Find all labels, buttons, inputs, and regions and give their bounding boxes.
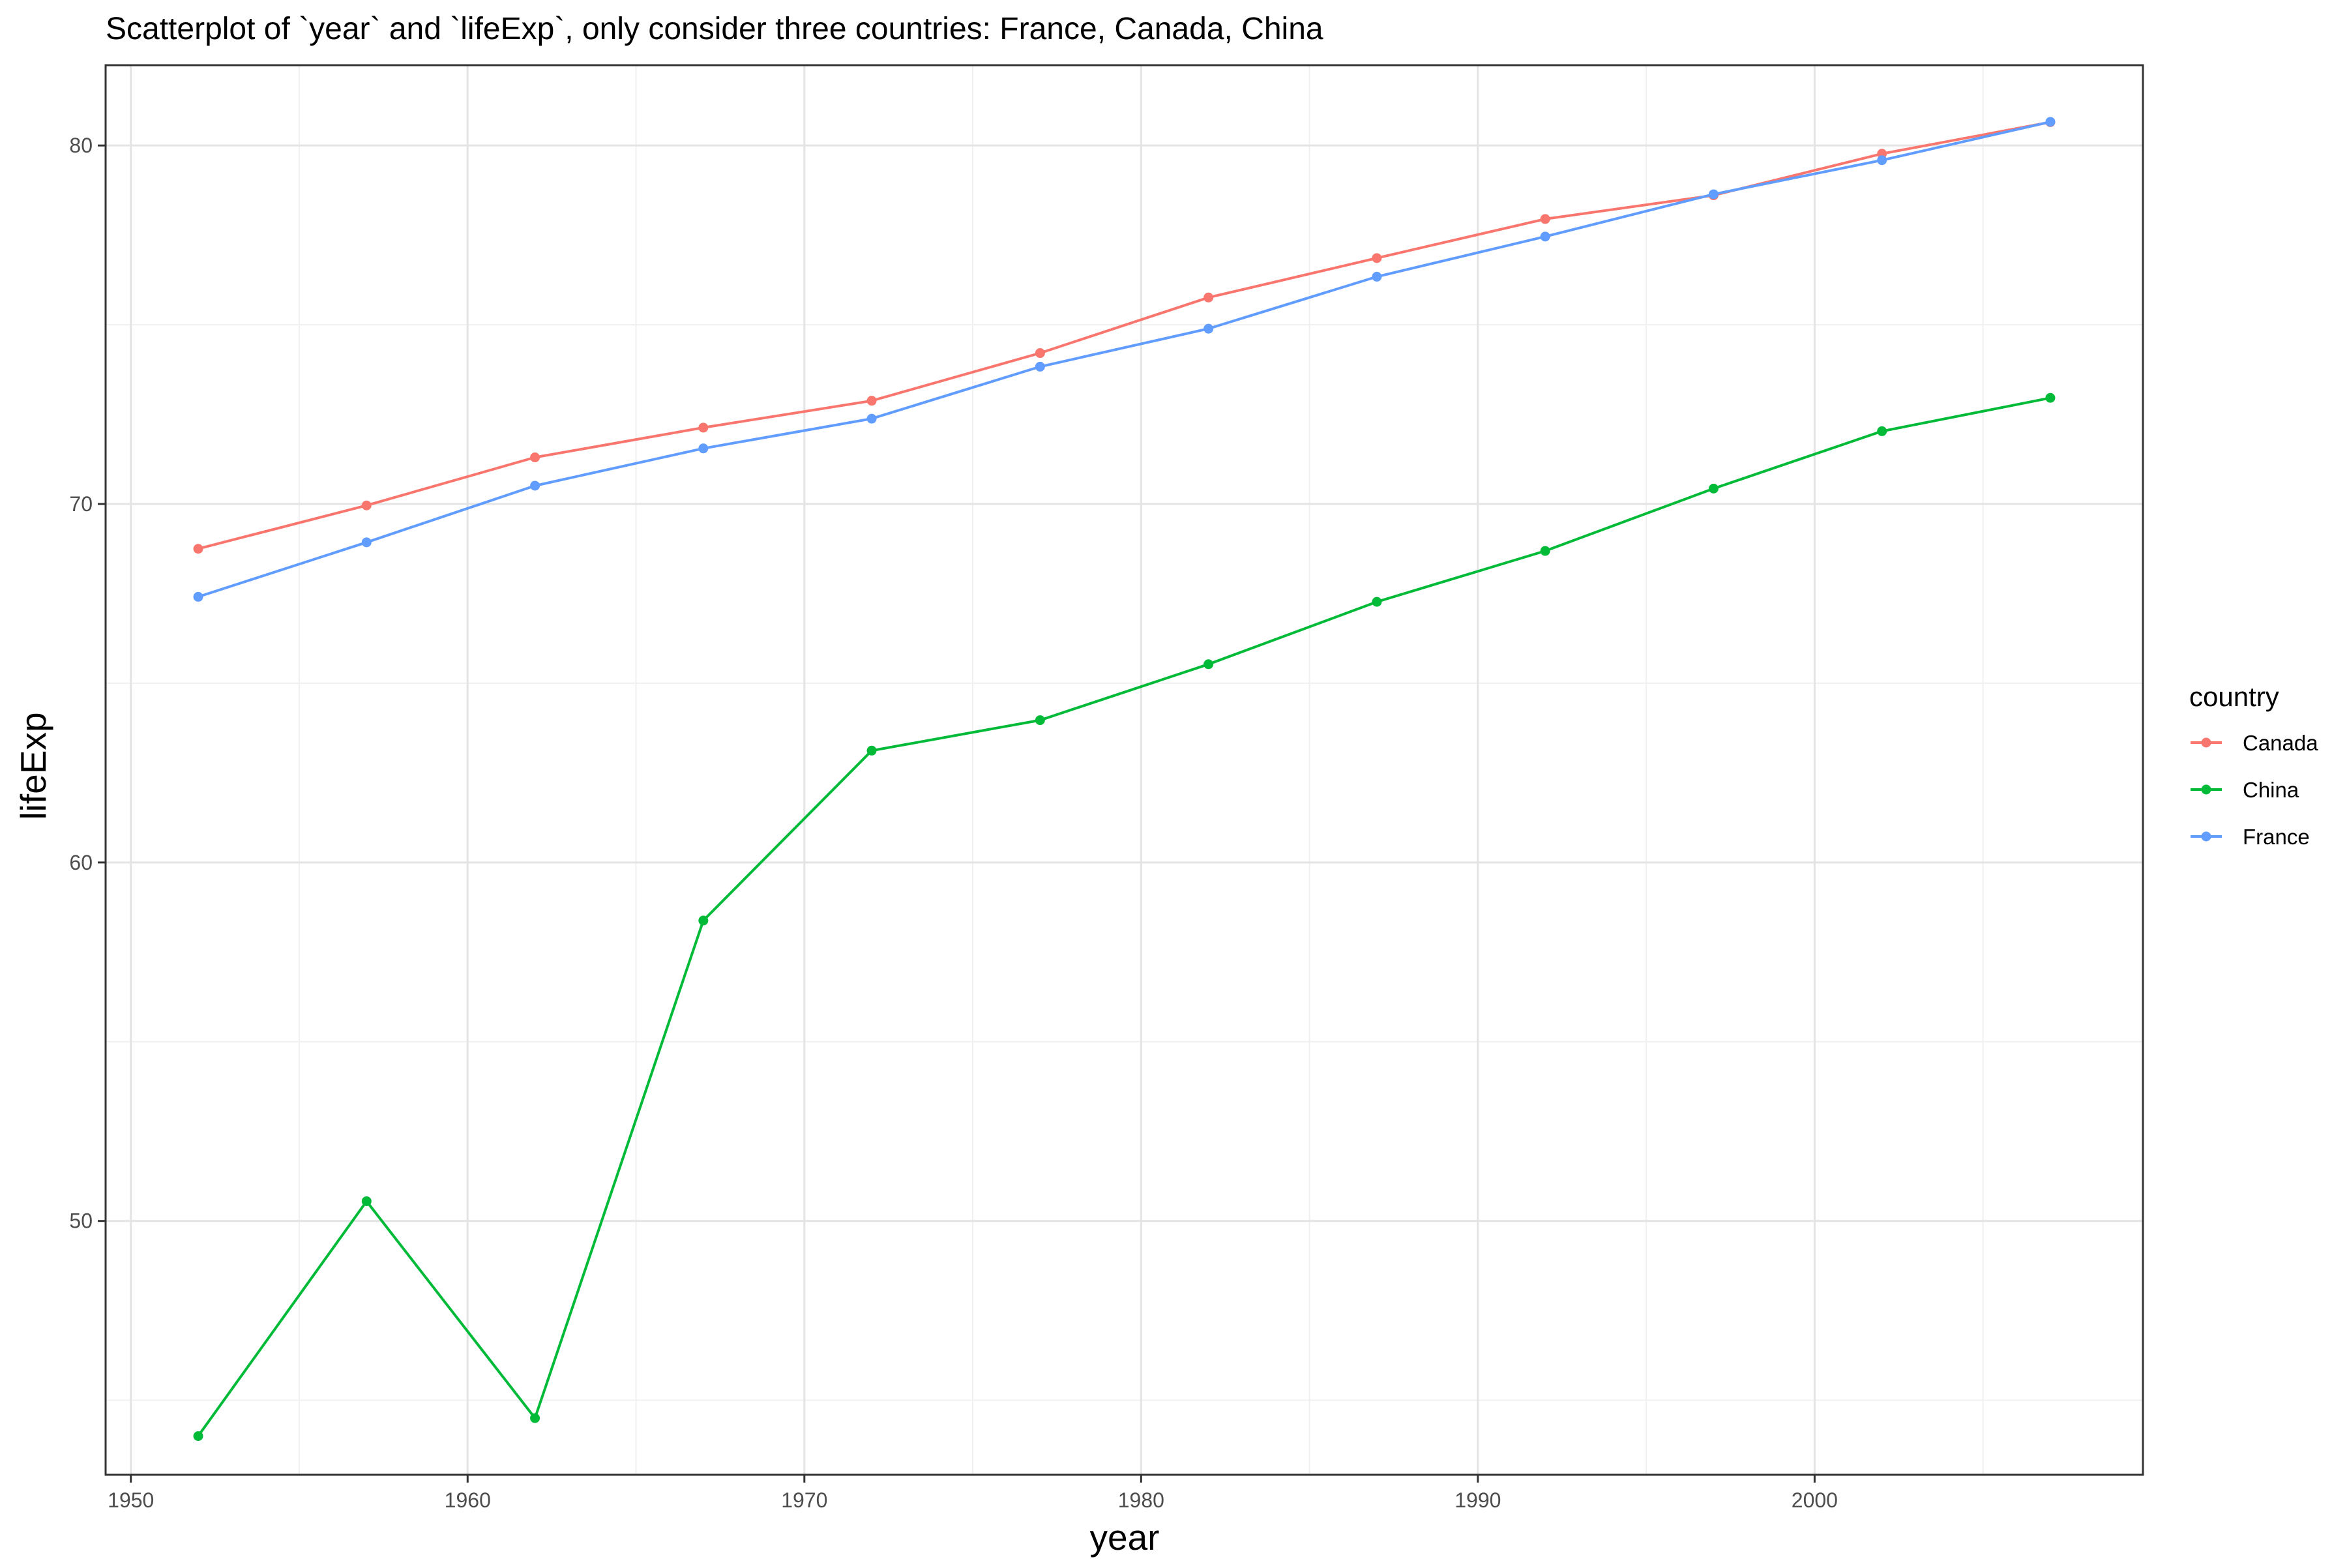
data-point-china (1540, 546, 1550, 556)
x-tick-label: 1980 (1118, 1488, 1164, 1512)
legend-label-france: France (2243, 825, 2310, 849)
legend: country Canada China France (2189, 681, 2318, 849)
plot-background (106, 65, 2143, 1475)
data-point-canada (1035, 348, 1045, 359)
x-tick-label: 1960 (445, 1488, 491, 1512)
y-tick-label: 60 (69, 851, 93, 874)
plot-border (104, 64, 2144, 1476)
data-point-china (1035, 715, 1045, 726)
series-line-china (197, 396, 2051, 1437)
data-point-china (1203, 659, 1214, 670)
data-point-canada (1372, 253, 1382, 263)
data-point-france (1708, 189, 1719, 200)
y-tick-label: 50 (69, 1209, 93, 1233)
data-point-china (193, 1431, 203, 1442)
x-tick-label: 2000 (1792, 1488, 1838, 1512)
data-point-france (1372, 271, 1382, 282)
x-tick-label: 1950 (108, 1488, 154, 1512)
data-point-france (866, 413, 877, 424)
data-point-canada (866, 396, 877, 406)
data-point-france (1203, 323, 1214, 334)
data-point-china (1372, 597, 1382, 607)
legend-key-point-china (2201, 784, 2211, 795)
data-point-canada (530, 452, 540, 463)
legend-label-canada: Canada (2243, 731, 2318, 755)
data-point-china (1877, 426, 1887, 436)
x-tick-label: 1990 (1454, 1488, 1501, 1512)
data-point-france (2045, 117, 2056, 127)
data-point-canada (1540, 214, 1550, 224)
data-point-china (698, 915, 709, 926)
data-point-france (698, 443, 709, 454)
legend-key-point-canada (2201, 737, 2211, 748)
data-point-france (1035, 361, 1045, 372)
data-point-china (2045, 392, 2056, 403)
legend-label-china: China (2243, 778, 2299, 802)
data-point-china (530, 1413, 540, 1423)
data-point-china (1708, 483, 1719, 494)
x-axis-label: year (1090, 1517, 1160, 1558)
data-point-canada (1203, 292, 1214, 303)
data-point-china (361, 1196, 372, 1206)
y-axis-label: lifeExp (13, 712, 53, 820)
y-tick-label: 70 (69, 492, 93, 516)
chart-title: Scatterplot of `year` and `lifeExp`, onl… (106, 12, 1323, 46)
data-point-canada (361, 500, 372, 510)
data-point-france (1540, 231, 1550, 242)
data-point-china (866, 745, 877, 756)
data-point-france (361, 537, 372, 548)
y-tick-label: 80 (69, 134, 93, 157)
x-tick-label: 1970 (781, 1488, 827, 1512)
legend-title: country (2189, 681, 2279, 712)
data-point-canada (698, 422, 709, 433)
plot-panel (104, 64, 2144, 1476)
legend-key-point-france (2201, 831, 2211, 842)
data-point-france (193, 591, 203, 602)
data-point-canada (193, 544, 203, 554)
series-line-france (198, 120, 2051, 599)
data-point-france (1877, 155, 1887, 166)
data-point-france (530, 481, 540, 491)
